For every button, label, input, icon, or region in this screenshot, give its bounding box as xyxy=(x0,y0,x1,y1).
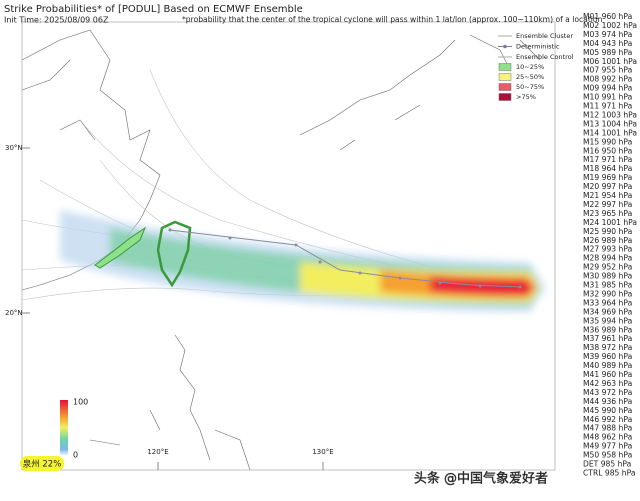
watermark: 头条 @中国气象爱好者 xyxy=(414,471,548,487)
member-label: M08 992 hPa xyxy=(583,75,632,84)
lon-label: 130°E xyxy=(312,448,333,456)
member-label: M33 964 hPa xyxy=(583,298,632,307)
member-label: M15 990 hPa xyxy=(583,137,632,146)
member-label: M32 990 hPa xyxy=(583,289,632,298)
member-label: M06 1001 hPa xyxy=(583,57,637,66)
lat-label: 20°N xyxy=(5,309,23,317)
colorbar-ticks: 100 0 xyxy=(73,398,88,460)
member-label: M19 969 hPa xyxy=(583,173,632,182)
init-time: Init Time: 2025/08/09 06Z xyxy=(4,16,109,25)
member-label: M11 971 hPa xyxy=(583,102,632,111)
member-label: M30 989 hPa xyxy=(583,272,632,281)
member-label: M01 960 hPa xyxy=(583,12,632,21)
member-label: M23 965 hPa xyxy=(583,209,632,218)
legend-swatch xyxy=(498,63,512,71)
note: *probability that the center of the trop… xyxy=(182,15,603,24)
lat-labels: 30°N 20°N 120°E 130°E xyxy=(5,144,334,456)
member-label: M45 990 hPa xyxy=(583,406,632,415)
member-label: M22 997 hPa xyxy=(583,200,632,209)
legend-swatch xyxy=(498,83,512,91)
member-label: M26 989 hPa xyxy=(583,236,632,245)
title: Strike Probabilities* of [PODUL] Based o… xyxy=(4,4,303,15)
member-label: M46 992 hPa xyxy=(583,415,632,424)
member-label: M14 1001 hPa xyxy=(583,128,637,137)
colorbar-tick: 100 xyxy=(73,398,88,407)
member-label: M04 943 hPa xyxy=(583,39,632,48)
member-label: M41 960 hPa xyxy=(583,370,632,379)
member-label: M05 989 hPa xyxy=(583,48,632,57)
member-label: M10 991 hPa xyxy=(583,93,632,102)
member-label: M47 988 hPa xyxy=(583,424,632,433)
member-label: M03 974 hPa xyxy=(583,30,632,39)
member-label: M16 950 hPa xyxy=(583,146,632,155)
legend-dot xyxy=(503,44,507,49)
lon-label: 120°E xyxy=(147,448,168,456)
legend-label: >75% xyxy=(516,93,536,101)
member-label: M48 962 hPa xyxy=(583,433,632,442)
member-label: M28 994 hPa xyxy=(583,254,632,263)
member-label: M36 989 hPa xyxy=(583,325,632,334)
member-label: M39 960 hPa xyxy=(583,352,632,361)
legend: Ensemble Cluster Deterministic Ensemble Co… xyxy=(498,32,574,101)
member-label: M18 964 hPa xyxy=(583,164,632,173)
member-label: M40 989 hPa xyxy=(583,361,632,370)
member-label: M35 994 hPa xyxy=(583,316,632,325)
member-label: M25 990 hPa xyxy=(583,227,632,236)
member-label: M07 955 hPa xyxy=(583,66,632,75)
member-label: M49 977 hPa xyxy=(583,442,632,451)
member-label: M31 985 hPa xyxy=(583,281,632,290)
legend-label: Ensemble Control xyxy=(516,53,574,61)
basemap xyxy=(20,21,556,471)
member-label: M37 961 hPa xyxy=(583,334,632,343)
member-label: M44 936 hPa xyxy=(583,397,632,406)
member-label: M02 1002 hPa xyxy=(583,21,637,30)
legend-label: 50~75% xyxy=(516,83,544,91)
member-label: M27 993 hPa xyxy=(583,245,632,254)
member-label: M17 971 hPa xyxy=(583,155,632,164)
member-label: M50 958 hPa xyxy=(583,451,632,460)
member-label: M12 1003 hPa xyxy=(583,110,637,119)
legend-label: Ensemble Cluster xyxy=(516,32,573,40)
location-label: 泉州 22% xyxy=(23,459,62,470)
member-label: M09 994 hPa xyxy=(583,84,632,93)
member-label: M29 952 hPa xyxy=(583,263,632,272)
legend-label: 10~25% xyxy=(516,63,544,71)
member-label: M13 1004 hPa xyxy=(583,119,637,128)
lat-label: 30°N xyxy=(5,144,23,152)
member-label: M43 972 hPa xyxy=(583,388,632,397)
member-label: M38 972 hPa xyxy=(583,343,632,352)
member-label: M34 969 hPa xyxy=(583,307,632,316)
member-label: M21 954 hPa xyxy=(583,191,632,200)
member-label: M20 997 hPa xyxy=(583,182,632,191)
legend-label: 25~50% xyxy=(516,73,544,81)
legend-swatch xyxy=(498,73,512,81)
member-label: CTRL 985 hPa xyxy=(583,468,635,477)
legend-swatch xyxy=(498,93,512,101)
legend-label: Deterministic xyxy=(516,43,560,51)
member-label: DET 985 hPa xyxy=(583,460,631,469)
member-label: M24 1001 hPa xyxy=(583,218,637,227)
member-label: M42 963 hPa xyxy=(583,379,632,388)
colorbar-tick: 0 xyxy=(73,451,78,460)
